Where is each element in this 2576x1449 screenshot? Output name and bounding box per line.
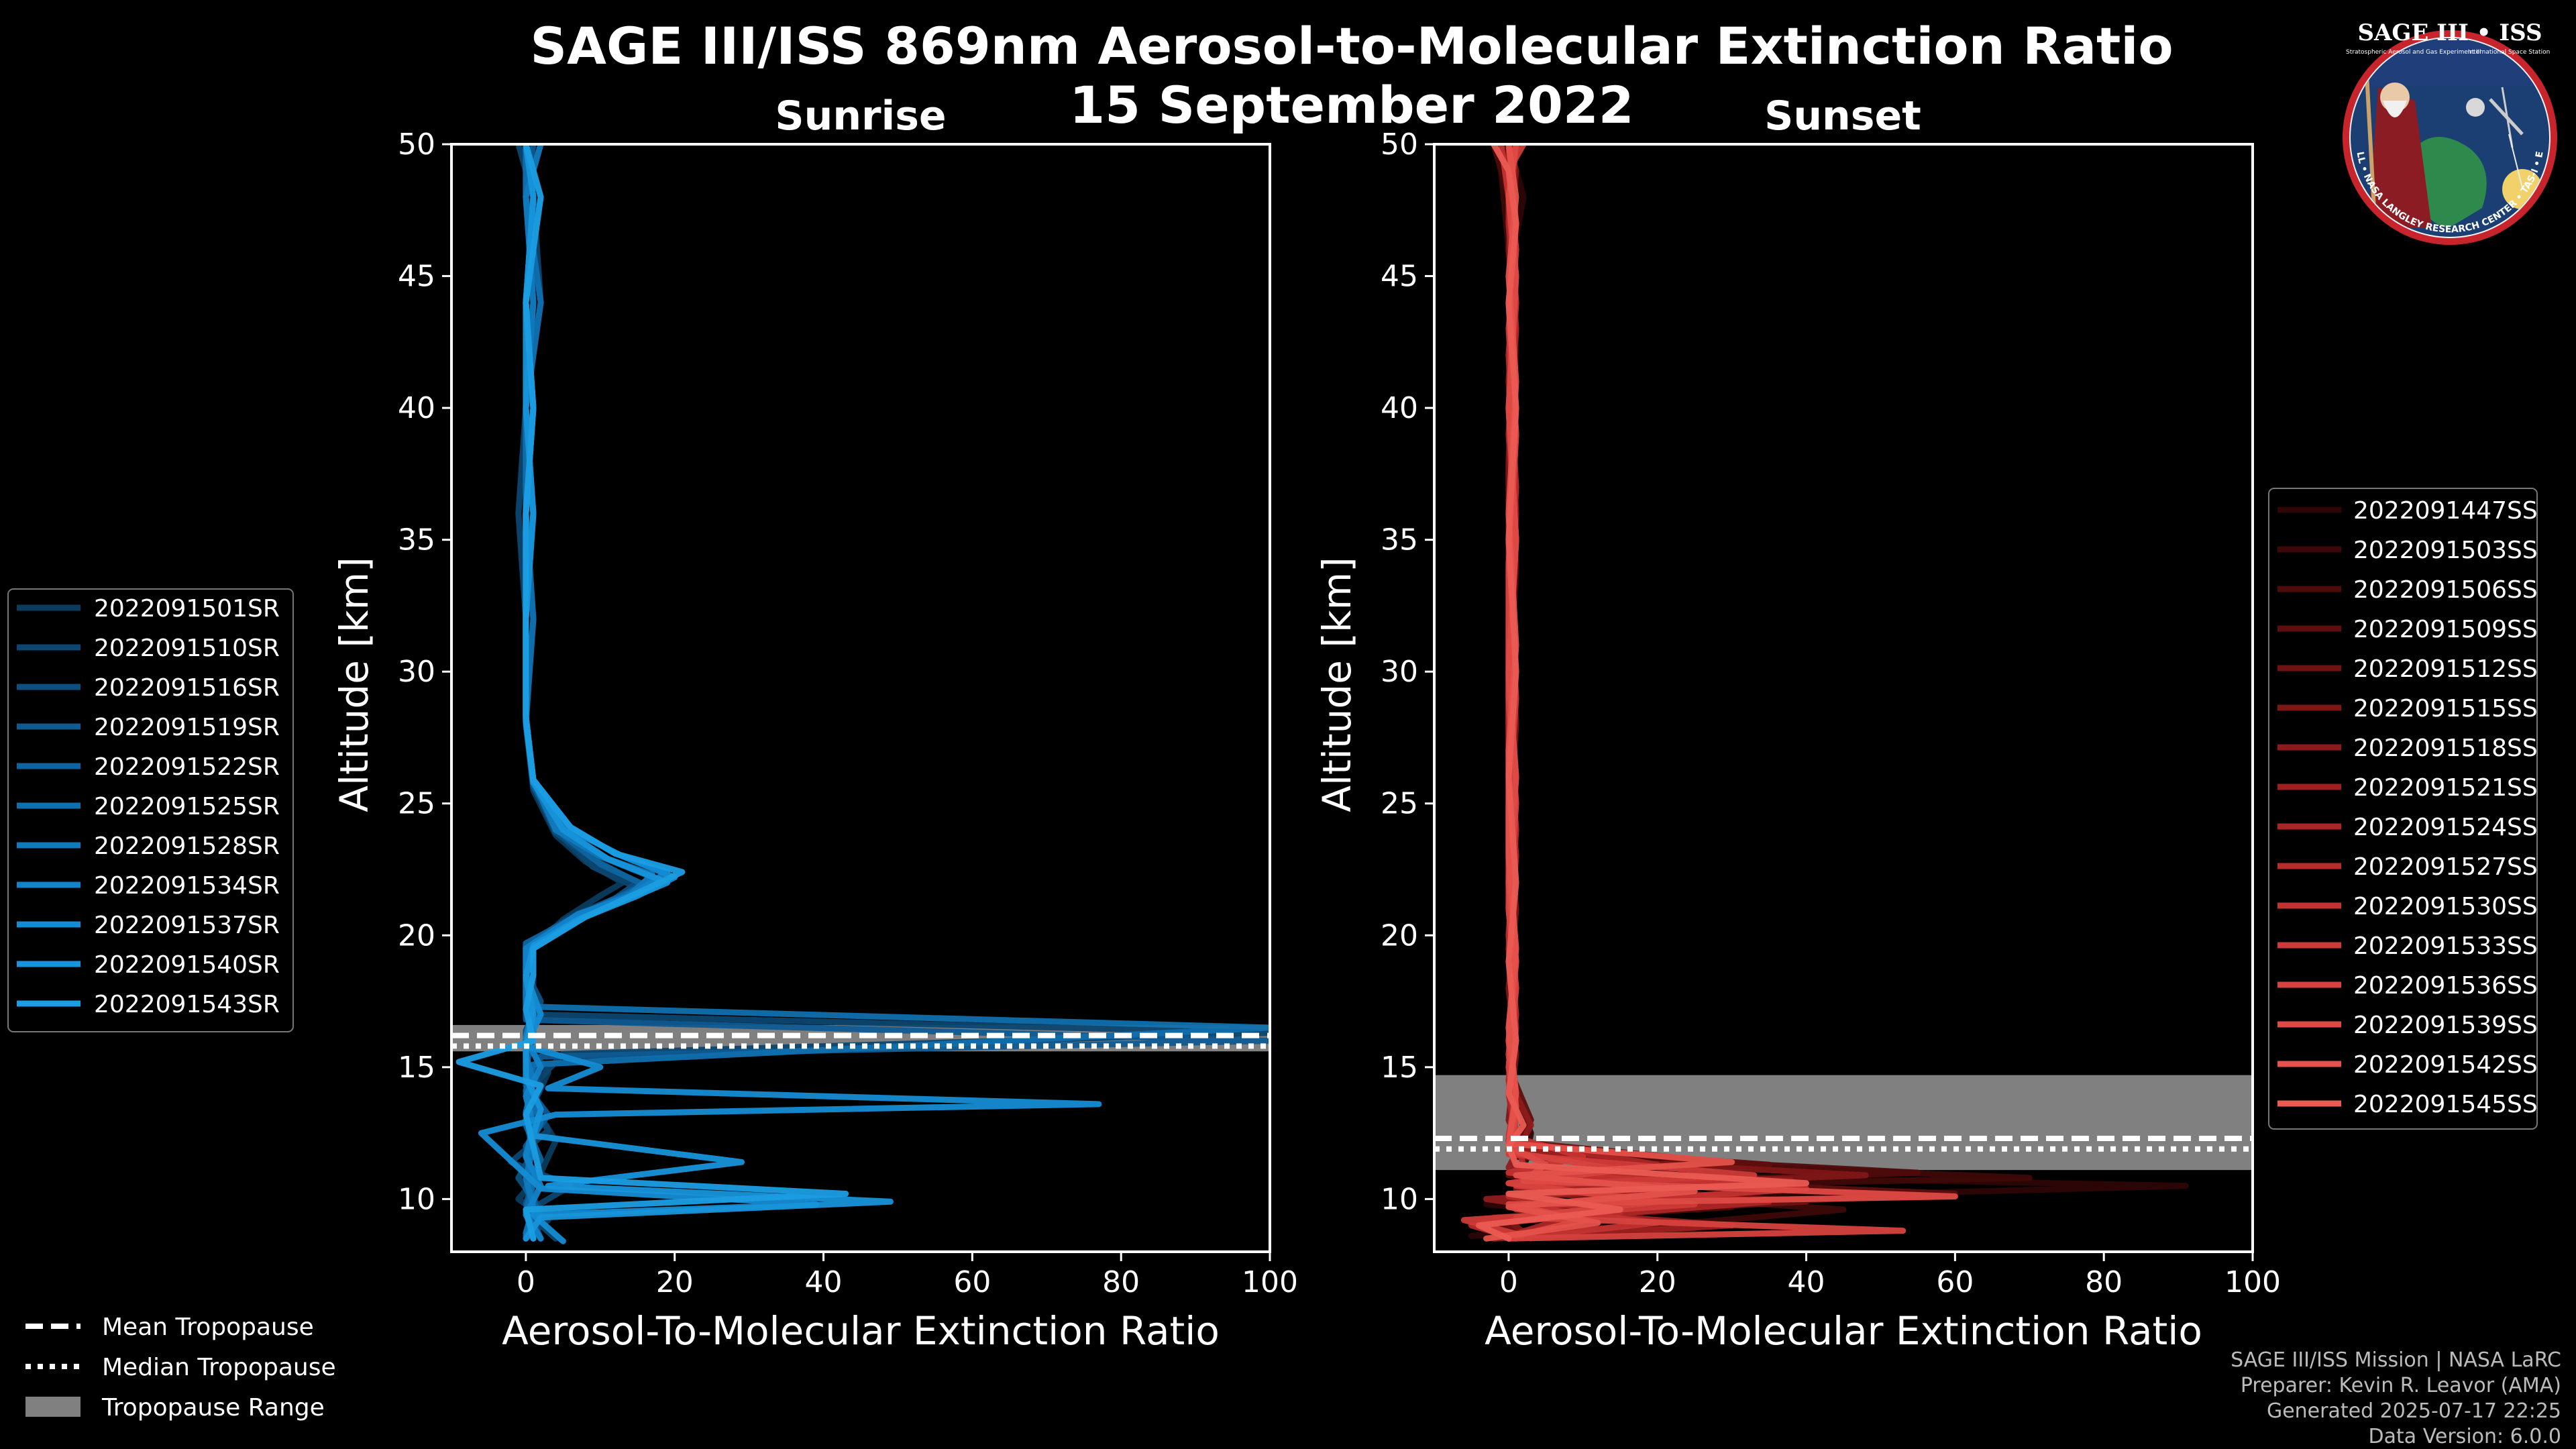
legend-label-2022091537SR: 2022091537SR [94,912,280,939]
legend-label-2022091540SR: 2022091540SR [94,951,280,979]
legend-label-2022091539SS: 2022091539SS [2353,1012,2538,1039]
sunrise-panel: 0 20 40 60 80 100 10 15 20 25 30 35 40 45 50 Aerosol-To… [331,127,1298,1354]
y-axis-label: Altitude [km] [1314,557,1360,812]
y-tick-label: 20 [398,918,435,953]
y-tick-label: 15 [398,1051,435,1085]
y-tick-label: 15 [1381,1051,1418,1085]
footer-line-version: Data Version: 6.0.0 [2369,1425,2561,1448]
tropopause-legend: Mean Tropopause Median Tropopause Tropop… [25,1313,336,1421]
x-tick-label: 60 [1936,1265,1974,1299]
x-tick-label: 0 [517,1265,535,1299]
y-tick-label: 25 [398,787,435,821]
y-tick-label: 35 [398,523,435,557]
y-tick-label: 35 [1381,523,1418,557]
x-tick-label: 100 [2224,1265,2281,1299]
x-tick-label: 40 [1788,1265,1825,1299]
y-tick-label: 20 [1381,918,1418,953]
footer-line-mission: SAGE III/ISS Mission | NASA LaRC [2231,1348,2561,1372]
sunset-legend: 2022091447SS 2022091503SS 2022091506SS 2022… [2268,488,2538,1130]
legend-label-2022091524SS: 2022091524SS [2353,814,2538,841]
y-tick-label: 10 [1381,1182,1418,1216]
y-tick-label: 40 [1381,391,1418,425]
y-tick-label: 40 [398,391,435,425]
x-tick-label: 20 [1639,1265,1676,1299]
legend-label-2022091510SR: 2022091510SR [94,635,280,662]
legend-label-2022091516SR: 2022091516SR [94,674,280,702]
legend-label-2022091503SS: 2022091503SS [2353,537,2538,564]
series-line-2022091545SS [1476,144,1809,1242]
legend-label-2022091501SR: 2022091501SR [94,595,280,623]
x-tick-label: 80 [2085,1265,2123,1299]
median-tropopause-label: Median Tropopause [102,1354,336,1381]
patch-title: SAGE III • ISS [2357,19,2542,46]
footer-line-preparer: Preparer: Kevin R. Leavor (AMA) [2241,1374,2561,1397]
y-tick-label: 45 [398,260,435,294]
legend-label-2022091536SS: 2022091536SS [2353,972,2538,1000]
legend-label-2022091543SR: 2022091543SR [94,991,280,1018]
legend-label-2022091518SS: 2022091518SS [2353,735,2538,762]
legend-label-2022091512SS: 2022091512SS [2353,655,2538,683]
y-tick-label: 10 [398,1182,435,1216]
legend-label-2022091542SS: 2022091542SS [2353,1051,2538,1079]
tropopause-range-label: Tropopause Range [101,1394,325,1421]
legend-label-2022091519SR: 2022091519SR [94,714,280,741]
axes-frame [1433,143,2254,1253]
y-tick-label: 30 [398,655,435,689]
sunrise-legend: 2022091501SR 2022091510SR 2022091516SR 2022… [7,588,294,1032]
footer-credits: SAGE III/ISS Mission | NASA LaRC Prepare… [2231,1348,2561,1448]
tropopause-range-swatch [25,1397,80,1417]
x-tick-label: 0 [1499,1265,1518,1299]
sunset-panel-title: Sunset [1764,93,1921,140]
x-tick-label: 40 [805,1265,843,1299]
legend-label-2022091515SS: 2022091515SS [2353,695,2538,722]
x-axis-label: Aerosol-To-Molecular Extinction Ratio [1485,1308,2202,1354]
series-line-2022091543SR [455,144,849,1242]
patch-left-caption: Stratospheric Aerosol and Gas Experiment… [2346,49,2481,56]
patch-right-caption: International Space Station [2468,49,2551,56]
profile-lines [1460,144,2189,1242]
x-tick-label: 20 [656,1265,694,1299]
mean-tropopause-label: Mean Tropopause [102,1313,314,1341]
legend-label-2022091534SR: 2022091534SR [94,872,280,900]
legend-label-2022091522SR: 2022091522SR [94,753,280,781]
figure-date: 15 September 2022 [1069,75,1633,135]
sunrise-panel-title: Sunrise [775,93,946,140]
legend-label-2022091528SR: 2022091528SR [94,833,280,860]
legend-label-2022091525SR: 2022091525SR [94,793,280,820]
y-tick-label: 50 [1381,127,1418,162]
y-axis-label: Altitude [km] [331,557,377,812]
figure-title: SAGE III/ISS 869nm Aerosol-to-Molecular … [530,16,2173,76]
legend-label-2022091527SS: 2022091527SS [2353,853,2538,881]
axes-frame [450,143,1271,1253]
x-tick-label: 80 [1102,1265,1140,1299]
y-tick-label: 25 [1381,787,1418,821]
legend-label-2022091447SS: 2022091447SS [2353,497,2538,525]
legend-label-2022091530SS: 2022091530SS [2353,893,2538,920]
y-tick-label: 30 [1381,655,1418,689]
legend-label-2022091521SS: 2022091521SS [2353,774,2538,802]
y-tick-label: 50 [398,127,435,162]
x-tick-label: 60 [953,1265,991,1299]
legend-label-2022091509SS: 2022091509SS [2353,616,2538,643]
footer-line-generated: Generated 2025-07-17 22:25 [2267,1399,2561,1423]
legend-label-2022091545SS: 2022091545SS [2353,1091,2538,1118]
x-axis-label: Aerosol-To-Molecular Extinction Ratio [502,1308,1220,1354]
sunset-panel: 0 20 40 60 80 100 10 15 20 25 30 35 40 45 50 Aerosol-To… [1314,127,2281,1354]
x-tick-label: 100 [1242,1265,1298,1299]
y-tick-label: 45 [1381,260,1418,294]
legend-label-2022091506SS: 2022091506SS [2353,576,2538,604]
legend-label-2022091533SS: 2022091533SS [2353,932,2538,960]
profile-lines [455,144,1270,1244]
